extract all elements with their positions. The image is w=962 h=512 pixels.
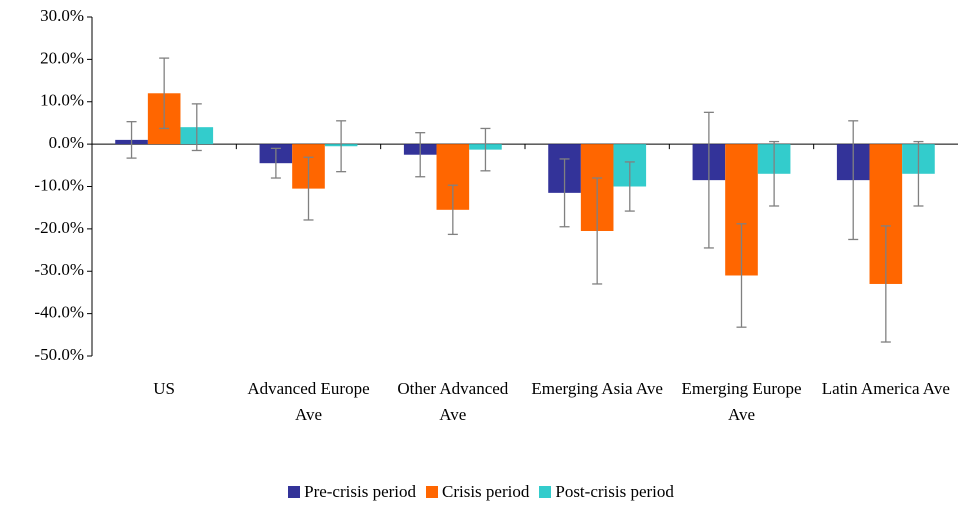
error-bar bbox=[447, 184, 458, 236]
error-bar bbox=[769, 140, 780, 207]
legend-swatch bbox=[426, 486, 438, 498]
error-bar bbox=[592, 177, 603, 285]
legend-item: Post-crisis period bbox=[539, 482, 674, 502]
y-tick-label: -10.0% bbox=[34, 175, 84, 194]
error-bar bbox=[736, 223, 747, 328]
y-tick-label: 10.0% bbox=[40, 91, 84, 110]
error-bar bbox=[159, 57, 170, 130]
y-tick-label: 20.0% bbox=[40, 48, 84, 67]
y-tick-label: -50.0% bbox=[34, 345, 84, 364]
error-bar bbox=[336, 120, 347, 173]
y-tick-label: 0.0% bbox=[49, 133, 84, 152]
error-bar bbox=[270, 147, 281, 179]
error-bar bbox=[126, 121, 137, 159]
x-tick-label: Latin America Ave bbox=[821, 379, 950, 398]
x-tick-label: US bbox=[153, 379, 176, 398]
error-bar bbox=[191, 103, 202, 152]
legend-label: Post-crisis period bbox=[555, 482, 674, 501]
legend-swatch bbox=[288, 486, 301, 498]
error-bar bbox=[415, 132, 426, 178]
y-tick-label: -30.0% bbox=[34, 260, 84, 279]
legend-label: Pre-crisis period bbox=[304, 482, 416, 501]
legend-item: Crisis period bbox=[426, 482, 529, 502]
legend-item: Pre-crisis period bbox=[288, 482, 416, 502]
error-bar bbox=[624, 161, 635, 212]
legend-label: Crisis period bbox=[442, 482, 530, 501]
y-tick-label: 30.0% bbox=[40, 6, 84, 25]
error-bar bbox=[848, 120, 859, 241]
error-bar bbox=[559, 158, 570, 228]
error-bar bbox=[913, 140, 924, 207]
error-bar bbox=[303, 156, 314, 221]
error-bar bbox=[703, 111, 714, 249]
x-tick-label: Other Advanced Ave bbox=[397, 379, 509, 424]
x-tick-label: Advanced Europe Ave bbox=[247, 379, 370, 424]
y-tick-label: -20.0% bbox=[34, 218, 84, 237]
y-tick-label: -40.0% bbox=[34, 303, 84, 322]
legend: Pre-crisis period Crisis period Post-crisi… bbox=[0, 482, 962, 502]
x-tick-label: Emerging Asia Ave bbox=[531, 379, 663, 398]
error-bar bbox=[480, 127, 491, 172]
legend-swatch bbox=[539, 486, 552, 498]
error-bar bbox=[880, 225, 891, 343]
x-tick-label: Emerging Europe Ave bbox=[681, 379, 802, 424]
